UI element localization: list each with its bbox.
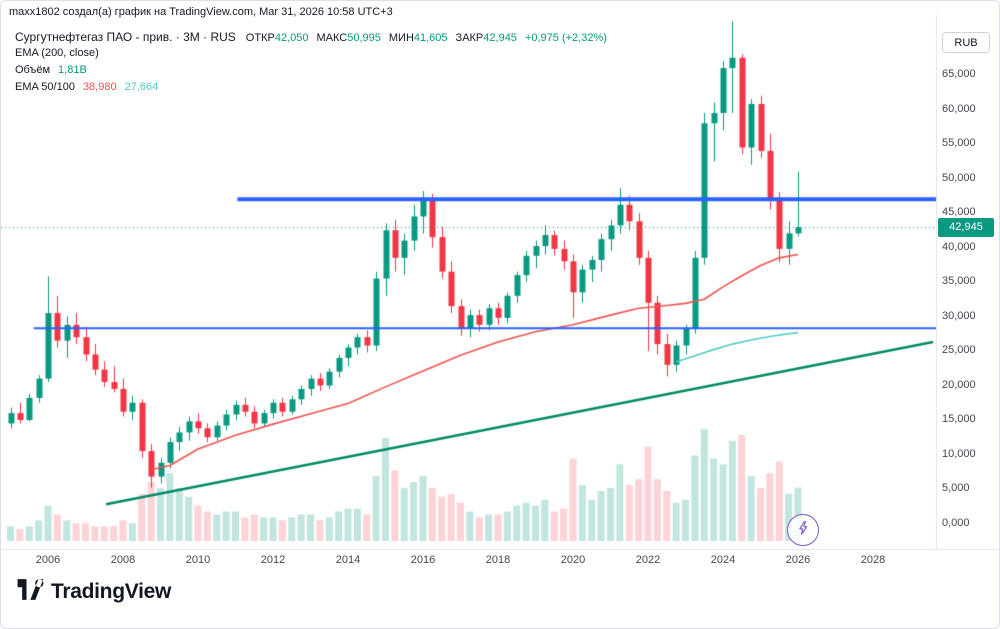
ema50-value: 38,980 bbox=[82, 81, 117, 93]
open-value: 42,050 bbox=[274, 32, 309, 44]
time-tick: 2020 bbox=[560, 554, 586, 566]
attribution-text: maxx1802 создал(а) график на TradingView… bbox=[9, 6, 393, 18]
price-tick: 30,000 bbox=[942, 309, 976, 322]
open-value-pair: ОТКР42,050 bbox=[246, 32, 309, 44]
ema50100-row: EMA 50/100 38,980 27,664 bbox=[15, 81, 607, 98]
price-tick: 5,000 bbox=[942, 482, 970, 494]
volume-value: 1,81B bbox=[58, 64, 87, 76]
price-tick: 0,000 bbox=[942, 516, 970, 529]
price-tick: 15,000 bbox=[942, 413, 976, 425]
time-tick: 2014 bbox=[335, 554, 361, 566]
time-tick: 2022 bbox=[635, 554, 661, 566]
time-tick: 2026 bbox=[785, 554, 811, 566]
high-label: МАКС bbox=[316, 32, 348, 44]
price-axis[interactable]: 65,000 60,000 55,000 50,000 45,000 40,000 35,0… bbox=[939, 1, 999, 549]
low-value-pair: МИН41,605 bbox=[389, 32, 448, 44]
volume-label[interactable]: Объём bbox=[15, 64, 51, 76]
ema100-value: 27,664 bbox=[124, 81, 159, 93]
tradingview-logo[interactable]: TradingView bbox=[17, 578, 171, 606]
close-value: 42,945 bbox=[483, 32, 517, 44]
time-tick: 2008 bbox=[110, 554, 136, 566]
lightning-button[interactable] bbox=[787, 514, 819, 546]
open-label: ОТКР bbox=[245, 32, 275, 44]
time-tick: 2024 bbox=[710, 554, 736, 566]
time-axis[interactable]: 2006 2008 2010 2012 2014 2016 2018 2020 2022 2024… bbox=[1, 552, 937, 572]
price-tick: 10,000 bbox=[942, 447, 976, 460]
last-price-badge: 42,945 bbox=[938, 217, 994, 237]
time-tick: 2016 bbox=[410, 554, 436, 566]
price-tick: 45,000 bbox=[942, 206, 976, 218]
time-tick: 2018 bbox=[485, 554, 511, 566]
tradingview-mark-icon bbox=[17, 578, 44, 606]
price-tick: 25,000 bbox=[942, 344, 976, 356]
low-value: 41,605 bbox=[413, 32, 448, 44]
price-tick: 20,000 bbox=[942, 378, 976, 391]
currency-badge[interactable]: RUB bbox=[942, 32, 990, 53]
price-tick: 50,000 bbox=[942, 171, 976, 184]
price-tick: 35,000 bbox=[942, 275, 976, 287]
volume-row: Объём 1,81B bbox=[15, 64, 607, 81]
time-tick: 2010 bbox=[185, 554, 211, 566]
high-value: 50,995 bbox=[347, 32, 381, 44]
change-value: +0,975 (+2,32%) bbox=[524, 32, 607, 44]
ema200-row: EMA (200, close) bbox=[15, 47, 607, 64]
price-tick: 65,000 bbox=[942, 68, 976, 80]
symbol-title[interactable]: Сургутнефтегаз ПАО - прив. · 3М · RUS bbox=[15, 30, 236, 44]
ema50100-label[interactable]: EMA 50/100 bbox=[15, 81, 75, 93]
tradingview-wordmark: TradingView bbox=[51, 580, 172, 603]
price-tick: 60,000 bbox=[942, 102, 976, 115]
lightning-icon bbox=[796, 519, 811, 542]
close-label: ЗАКР bbox=[455, 32, 484, 44]
time-tick: 2012 bbox=[260, 554, 286, 566]
time-tick: 2006 bbox=[35, 554, 61, 566]
time-tick: 2028 bbox=[860, 554, 886, 566]
ema200-label[interactable]: EMA (200, close) bbox=[15, 47, 99, 59]
price-tick: 55,000 bbox=[942, 137, 976, 149]
close-value-pair: ЗАКР42,945 bbox=[456, 32, 517, 44]
legend: Сургутнефтегаз ПАО - прив. · 3М · RUS ОТ… bbox=[15, 30, 607, 98]
symbol-row: Сургутнефтегаз ПАО - прив. · 3М · RUS ОТ… bbox=[15, 30, 607, 47]
price-tick: 40,000 bbox=[942, 240, 976, 253]
high-value-pair: МАКС50,995 bbox=[316, 32, 380, 44]
low-label: МИН bbox=[388, 32, 414, 44]
